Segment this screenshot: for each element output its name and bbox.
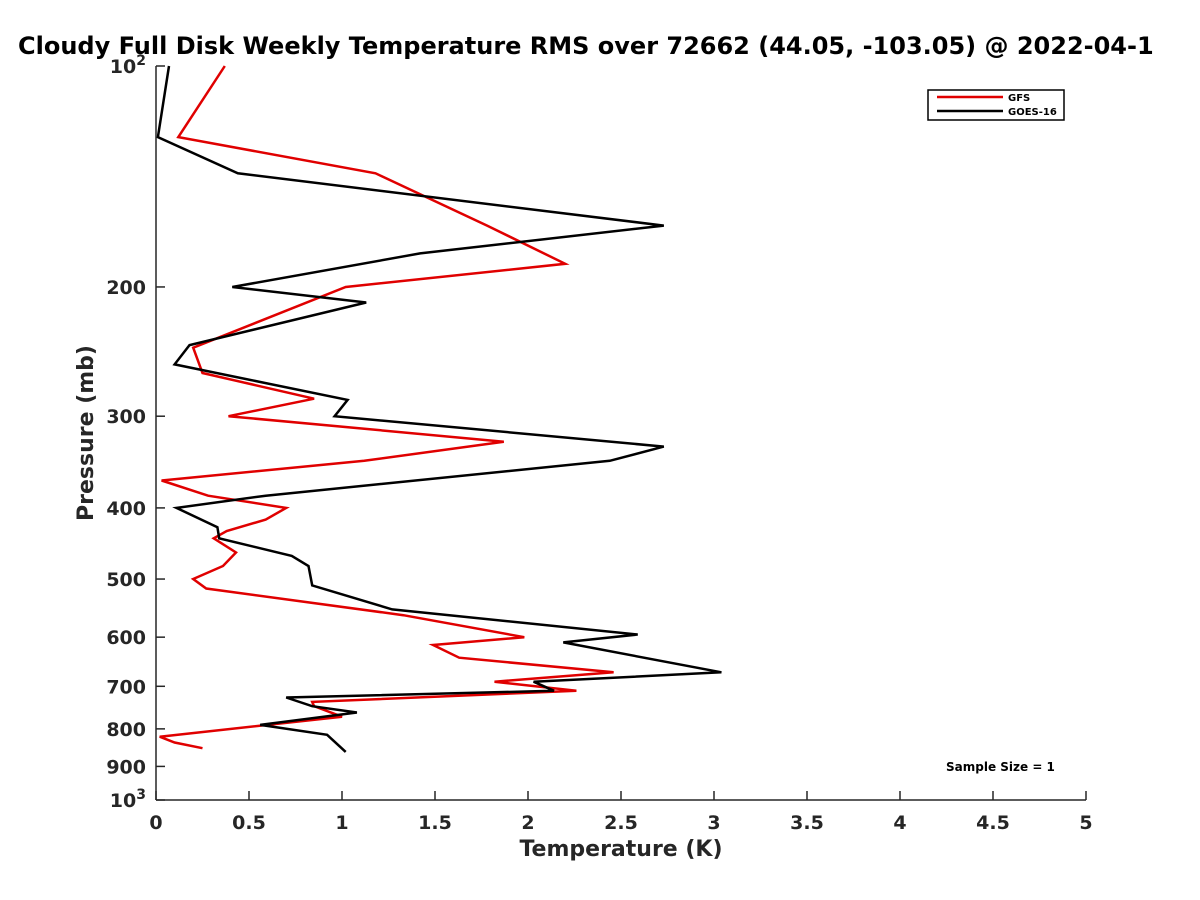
x-axis-label: Temperature (K): [519, 837, 722, 862]
x-tick-label: 0.5: [232, 812, 266, 834]
x-tick-label: 2.5: [604, 812, 638, 834]
x-tick-label: 1: [335, 812, 348, 834]
x-tick-label: 4.5: [976, 812, 1010, 834]
y-ticks: 102 200 300 400 500 600 700 800 900 103: [106, 53, 165, 812]
legend: GFS GOES-16: [927, 89, 1065, 121]
y-tick-label: 300: [106, 406, 146, 428]
y-tick-label: 102: [110, 53, 146, 78]
y-tick-label: 900: [106, 756, 146, 778]
legend-label-goes-16: GOES-16: [1008, 107, 1057, 118]
y-tick-label: 600: [106, 627, 146, 649]
y-tick-label: 700: [106, 676, 146, 698]
series-line-gfs: [159, 65, 614, 750]
x-tick-label: 3: [707, 812, 720, 834]
x-tick-label: 2: [521, 812, 534, 834]
y-tick-label: 200: [106, 277, 146, 299]
x-tick-label: 0: [149, 812, 162, 834]
chart-title: Cloudy Full Disk Weekly Temperature RMS …: [18, 32, 1154, 60]
x-ticks: 0 0.5 1 1.5 2 2.5 3 3.5 4 4.5 5: [149, 791, 1093, 834]
legend-box: [927, 89, 1065, 121]
x-tick-label: 4: [893, 812, 906, 834]
y-tick-label: 400: [106, 498, 146, 520]
x-tick-label: 5: [1079, 812, 1092, 834]
sample-size-annotation: Sample Size = 1: [946, 760, 1055, 774]
x-tick-label: 3.5: [790, 812, 824, 834]
y-axis-label: Pressure (mb): [74, 345, 99, 521]
legend-label-gfs: GFS: [1008, 93, 1030, 104]
y-tick-label: 800: [106, 719, 146, 741]
x-tick-label: 1.5: [418, 812, 452, 834]
plot-lines: [156, 65, 722, 753]
y-tick-label: 103: [110, 787, 146, 812]
y-tick-label: 500: [106, 569, 146, 591]
series-line-goes-16: [156, 65, 722, 753]
